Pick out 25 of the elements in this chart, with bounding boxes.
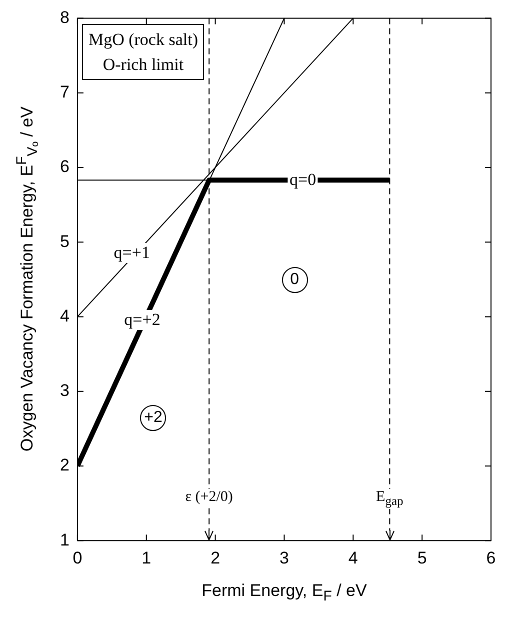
x-tick-label: 0	[72, 548, 82, 568]
x-tick-label: 3	[279, 548, 289, 568]
y-tick-label: 6	[60, 157, 70, 176]
y-tick-label: 2	[60, 456, 70, 475]
x-tick-label: 2	[210, 548, 220, 568]
annotation: q=+2	[122, 310, 162, 330]
annotation: O-rich limit	[102, 55, 184, 74]
annotation: q=0	[288, 170, 318, 190]
annotation: +2	[140, 405, 166, 432]
y-tick-label: 5	[60, 232, 70, 251]
y-tick-label: 8	[60, 8, 70, 27]
annotation: q=+1	[112, 242, 152, 263]
annotation: MgO (rock salt)	[88, 30, 198, 50]
annotation: 0	[282, 267, 308, 294]
x-tick-label: 6	[486, 548, 496, 568]
x-tick-label: 4	[348, 548, 358, 568]
x-tick-label: 1	[142, 548, 152, 568]
ref-line-label: E$_{gap}$	[375, 488, 404, 509]
y-tick-label: 4	[60, 306, 70, 326]
x-axis-title: Fermi Energy, E$_{F}$ / eV	[202, 580, 367, 604]
y-tick-label: 7	[60, 82, 70, 102]
x-tick-label: 5	[417, 548, 427, 568]
ref-line-label: ε (+2/0)	[184, 488, 234, 506]
y-tick-label: 3	[60, 381, 70, 400]
y-tick-label: 1	[60, 530, 70, 550]
